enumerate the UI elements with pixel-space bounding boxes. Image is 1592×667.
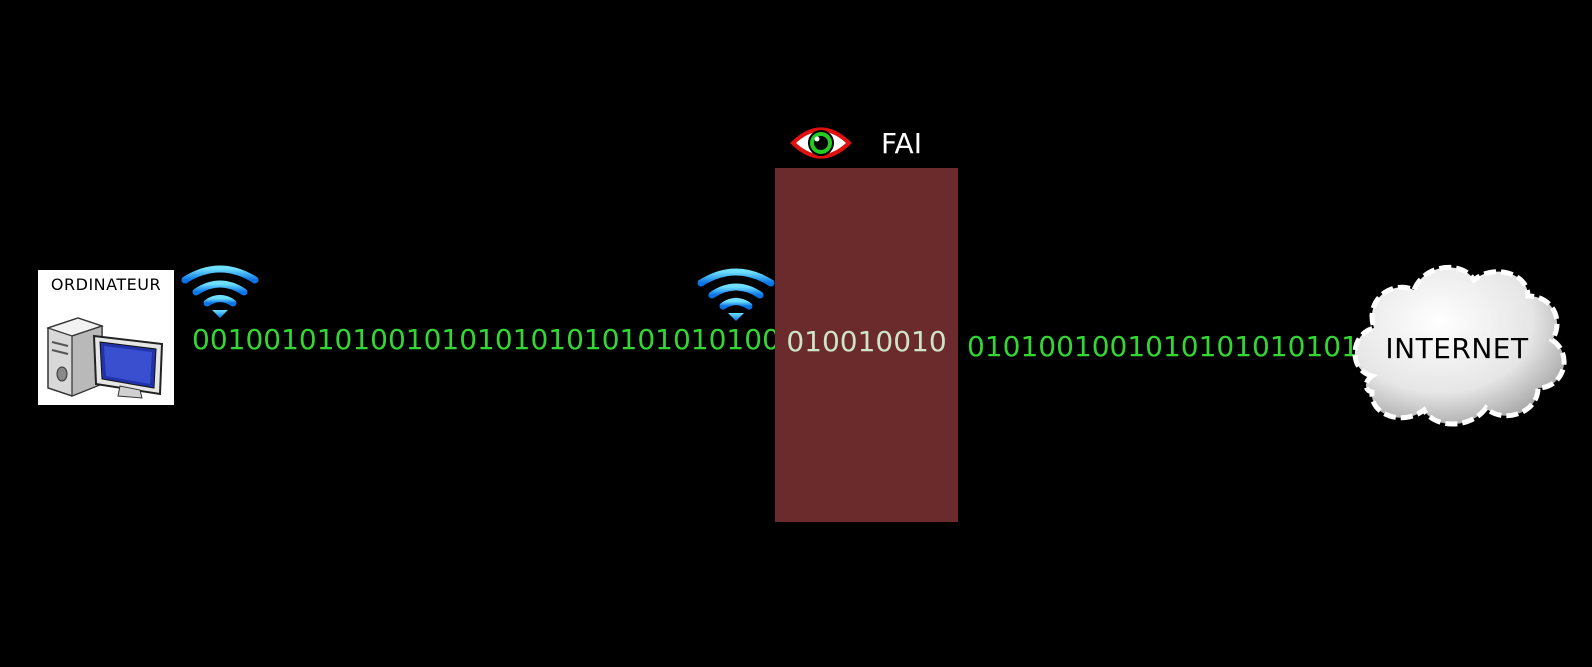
bitstream-client-to-isp: 0010010101001010101010101010101001: [192, 323, 798, 356]
computer-label: ORDINATEUR: [50, 275, 162, 294]
isp-label: FAI: [881, 127, 922, 160]
cloud-icon: [1352, 264, 1567, 427]
isp-node: 010010010: [775, 168, 958, 522]
computer-node: ORDINATEUR: [38, 270, 174, 405]
eye-icon: [790, 127, 852, 159]
internet-label: INTERNET: [1385, 332, 1529, 365]
wifi-icon: [697, 268, 775, 321]
wifi-icon: [181, 265, 259, 318]
desktop-computer-icon: [46, 317, 164, 399]
bitstream-inside-isp: 010010010: [786, 325, 947, 358]
